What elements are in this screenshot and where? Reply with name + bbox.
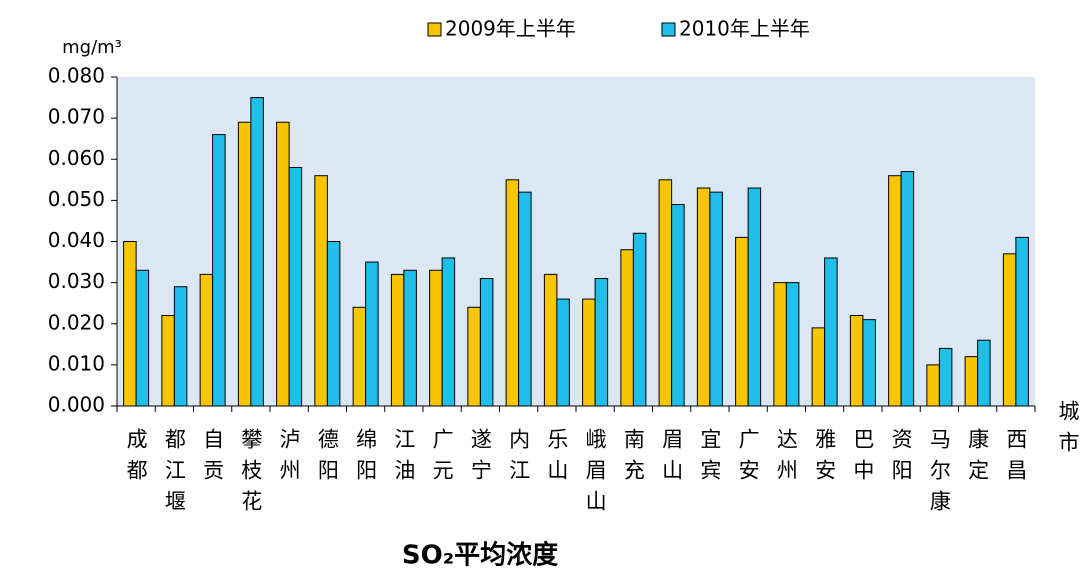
x-tick-label: 资阳	[889, 428, 913, 490]
x-tick-label: 南充	[621, 428, 645, 490]
x-tick-label: 马尔康	[927, 428, 951, 521]
x-tick-label: 宜宾	[698, 428, 722, 490]
y-tick-label: 0.070	[48, 105, 105, 129]
bar	[977, 339, 991, 407]
bar	[135, 269, 150, 407]
x-tick-label: 峨眉山	[583, 428, 607, 521]
y-tick-label: 0.000	[48, 393, 105, 417]
bar	[938, 347, 953, 407]
bar	[173, 286, 188, 407]
bar	[403, 269, 417, 407]
bar	[161, 315, 175, 407]
bar	[632, 232, 647, 407]
bar	[785, 282, 800, 407]
bar	[900, 171, 915, 407]
bar	[773, 282, 787, 407]
x-tick-label: 西昌	[1004, 428, 1028, 490]
x-tick-label: 都江堰	[162, 428, 186, 521]
x-tick-label: 德阳	[315, 428, 339, 490]
x-tick-label: 攀枝花	[239, 428, 263, 521]
legend-swatch	[661, 22, 676, 37]
bar	[250, 97, 264, 407]
bar	[582, 298, 596, 407]
legend-swatch	[427, 22, 442, 37]
x-tick-label: 内江	[507, 428, 531, 490]
bar	[288, 166, 303, 407]
x-tick-label: 泸州	[277, 428, 301, 490]
y-tick-label: 0.020	[48, 310, 105, 334]
x-tick-label: 绵阳	[354, 428, 378, 490]
x-tick-label: 成都	[124, 428, 148, 490]
bar	[199, 273, 214, 407]
x-tick-label: 雅安	[813, 428, 837, 490]
y-tick-label: 0.010	[48, 351, 105, 375]
bar	[1015, 236, 1029, 407]
x-tick-label: 达州	[774, 428, 798, 490]
x-tick-label: 广安	[736, 428, 760, 490]
bar	[314, 175, 328, 407]
bar	[658, 179, 673, 407]
y-tick-label: 0.050	[48, 187, 105, 211]
bar	[429, 269, 443, 407]
bar	[467, 306, 481, 407]
bar	[824, 257, 838, 407]
x-tick-label: 康定	[966, 428, 990, 490]
bar	[926, 364, 940, 407]
bar	[696, 187, 711, 407]
legend-label: 2009年上半年	[445, 17, 576, 41]
x-tick-label: 江油	[392, 428, 416, 490]
bar	[735, 236, 749, 407]
bar	[1002, 253, 1017, 407]
bar	[556, 298, 570, 407]
x-tick-label: 巴中	[851, 428, 875, 490]
x-tick-label: 遂宁	[468, 428, 492, 490]
bar	[237, 121, 252, 407]
x-tick-label: 乐山	[545, 428, 569, 490]
x-tick-label: 眉山	[660, 428, 684, 490]
y-tick-label: 0.030	[48, 269, 105, 293]
y-axis-label: mg/m³	[62, 37, 122, 58]
chart-title: SO₂平均浓度	[402, 540, 558, 571]
bar	[671, 203, 685, 407]
bar	[365, 261, 379, 407]
bar	[620, 249, 634, 407]
bar	[543, 273, 558, 407]
legend-label: 2010年上半年	[679, 17, 810, 41]
bar	[747, 187, 762, 407]
bar	[709, 191, 723, 407]
bar	[505, 179, 520, 407]
bar	[123, 241, 137, 407]
bar	[390, 273, 405, 407]
bar	[326, 241, 341, 407]
bar	[849, 315, 864, 407]
plot-area	[117, 77, 1035, 406]
y-tick-label: 0.060	[48, 146, 105, 170]
bar	[888, 175, 902, 407]
x-axis-label: 城市	[1056, 400, 1080, 462]
x-tick-label: 广元	[430, 428, 454, 490]
bar	[594, 278, 609, 407]
y-tick-label: 0.080	[48, 64, 105, 88]
bar	[441, 257, 456, 407]
bar	[862, 319, 876, 407]
bar	[352, 306, 367, 407]
x-tick-label: 自贡	[201, 428, 225, 490]
y-tick-label: 0.040	[48, 228, 105, 252]
bar	[964, 356, 979, 407]
bar	[811, 327, 826, 407]
bar	[479, 278, 494, 407]
bar	[212, 134, 226, 407]
bar	[276, 121, 290, 407]
bar	[518, 191, 532, 407]
